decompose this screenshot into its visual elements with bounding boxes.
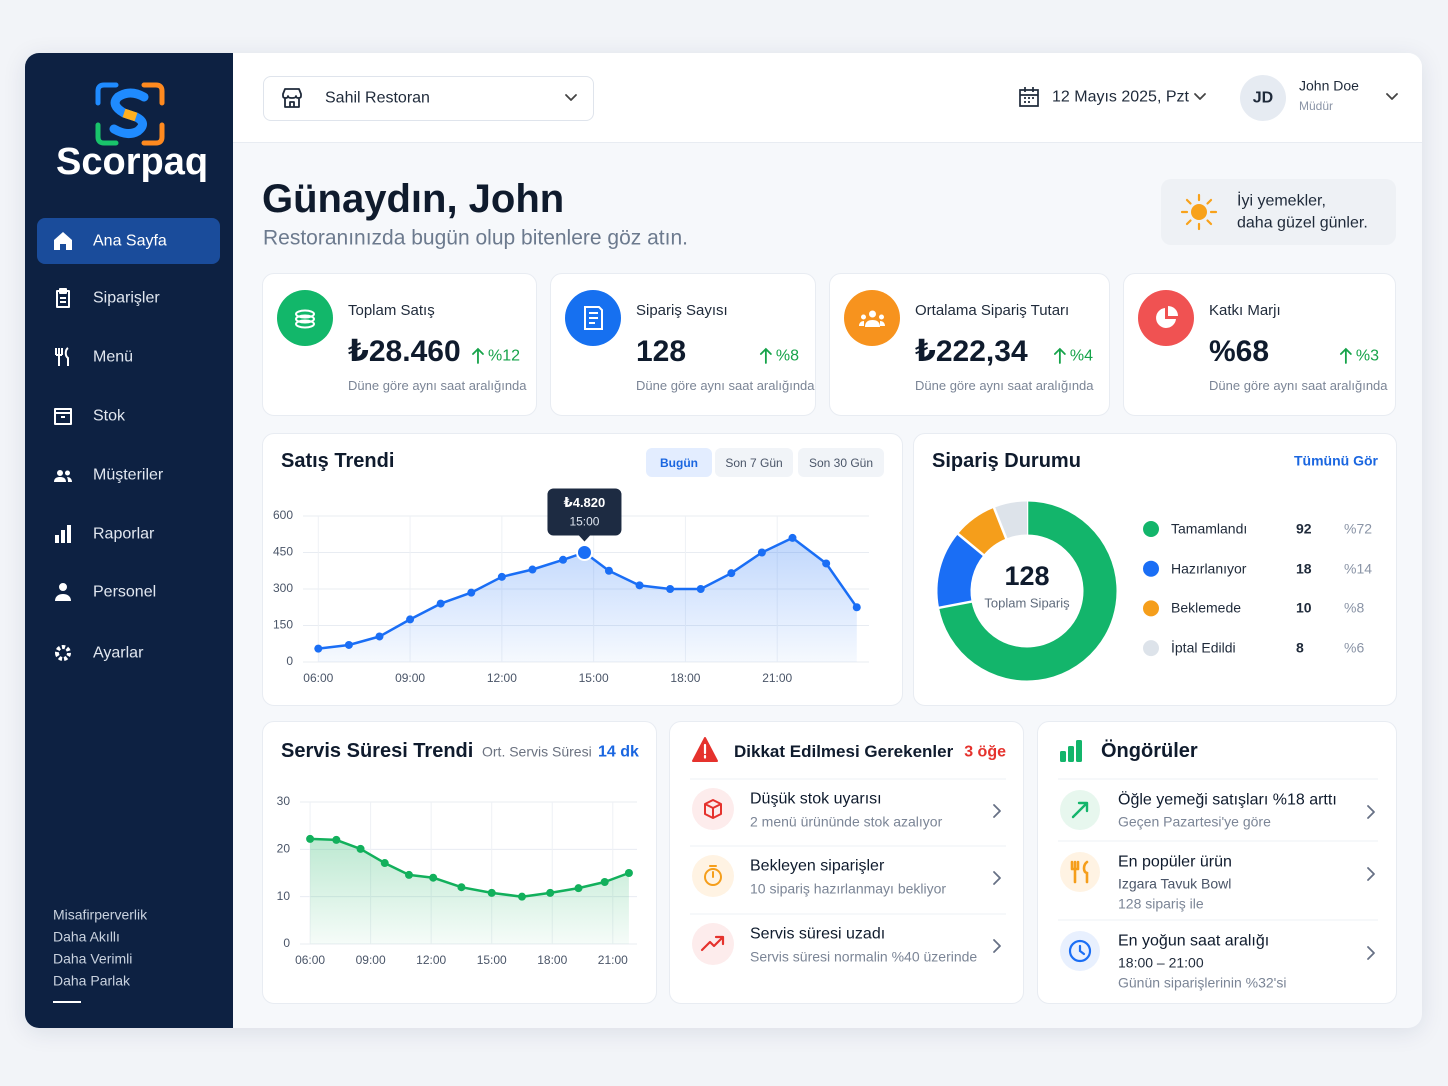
tab-label[interactable]: Son 7 Gün: [725, 455, 783, 470]
kpi-value: ₺222,34: [915, 335, 1028, 368]
tab-label[interactable]: Son 30 Gün: [808, 455, 874, 470]
kpi-value: 128: [636, 335, 687, 368]
alert-subtitle: Servis süresi normalin %40 üzerinde: [750, 948, 978, 965]
tagline: Misafirperverlik: [53, 906, 148, 923]
legend-percent: %6: [1344, 639, 1365, 656]
insight-line: Günün siparişlerinin %32'si: [1118, 974, 1287, 991]
motto: İyi yemekler,: [1237, 192, 1326, 210]
kpi-note: Düne göre aynı saat aralığında: [1209, 378, 1388, 394]
insight-line: Izgara Tavuk Bowl: [1118, 875, 1232, 892]
greeting-subtitle: Restoranınızda bugün olup bitenlere göz …: [263, 226, 688, 250]
kpi-change: %4: [1069, 347, 1093, 365]
kpi-value: ₺28.460: [348, 335, 461, 368]
brand: Scorpaq: [56, 141, 209, 184]
alert-title[interactable]: Servis süresi uzadı: [750, 925, 886, 943]
summary-value: 14 dk: [598, 743, 639, 761]
nav-item[interactable]: Raporlar: [93, 525, 155, 543]
kpi-note: Düne göre aynı saat aralığında: [348, 378, 527, 394]
nav-item[interactable]: Siparişler: [93, 289, 160, 307]
insight-title[interactable]: En yoğun saat aralığı: [1118, 932, 1270, 950]
user-role: Müdür: [1299, 98, 1334, 113]
alerts-count: 3 öğe: [964, 743, 1006, 761]
insight-title[interactable]: En popüler ürün: [1118, 853, 1232, 871]
motto-box: [1161, 179, 1396, 245]
tab-label[interactable]: Bugün: [660, 455, 698, 470]
tab[interactable]: [715, 448, 793, 477]
tab[interactable]: [646, 448, 712, 477]
card-title: Dikkat Edilmesi Gerekenler: [734, 741, 954, 761]
view-all-link[interactable]: Tümünü Gör: [1294, 452, 1378, 469]
nav-item[interactable]: Ana Sayfa: [93, 232, 167, 250]
alert-title[interactable]: Düşük stok uyarısı: [750, 790, 882, 808]
legend-count: 8: [1296, 639, 1304, 656]
alert-subtitle: 2 menü ürününde stok azalıyor: [750, 813, 943, 830]
legend-count: 92: [1296, 520, 1312, 537]
kpi-note: Düne göre aynı saat aralığında: [915, 378, 1094, 394]
kpi-note: Düne göre aynı saat aralığında: [636, 378, 815, 394]
kpi-value: %68: [1209, 335, 1270, 368]
order-status-card: [913, 433, 1397, 706]
kpi-title: Toplam Satış: [348, 302, 435, 319]
kpi-title: Sipariş Sayısı: [636, 302, 728, 319]
legend-percent: %72: [1344, 520, 1373, 537]
insight-title[interactable]: Öğle yemeği satışları %18 arttı: [1118, 791, 1337, 809]
nav-item[interactable]: Menü: [93, 348, 134, 366]
card-title: Servis Süresi Trendi: [281, 740, 474, 762]
avatar-initials: JD: [1252, 89, 1274, 107]
service-trend-card: [262, 721, 657, 1004]
motto: daha güzel günler.: [1237, 214, 1368, 232]
tagline: Daha Verimli: [53, 950, 133, 967]
legend-label: İptal Edildi: [1171, 639, 1236, 656]
alert-title[interactable]: Bekleyen siparişler: [750, 857, 885, 875]
kpi-title: Ortalama Sipariş Tutarı: [915, 302, 1070, 319]
restaurant-name[interactable]: Sahil Restoran: [325, 89, 430, 107]
restaurant-select[interactable]: [263, 76, 594, 121]
nav-item[interactable]: Ayarlar: [93, 644, 144, 662]
legend-percent: %8: [1344, 599, 1365, 616]
date[interactable]: 12 Mayıs 2025, Pzt: [1052, 88, 1189, 106]
legend-label: Tamamlandı: [1171, 520, 1248, 537]
alert-subtitle: 10 sipariş hazırlanmayı bekliyor: [750, 880, 947, 897]
insight-line: 128 sipariş ile: [1118, 895, 1204, 912]
legend-count: 18: [1296, 560, 1312, 577]
summary-label: Ort. Servis Süresi: [482, 743, 592, 760]
nav-item[interactable]: Müşteriler: [93, 466, 164, 484]
user-name: John Doe: [1299, 77, 1359, 94]
insight-line: 18:00 – 21:00: [1118, 954, 1204, 971]
tagline: Daha Akıllı: [53, 928, 120, 945]
legend-label: Beklemede: [1171, 599, 1242, 616]
legend-count: 10: [1296, 599, 1312, 616]
tab[interactable]: [798, 448, 884, 477]
legend-percent: %14: [1344, 560, 1373, 577]
kpi-change: %8: [775, 347, 799, 365]
card-title: Sipariş Durumu: [932, 450, 1081, 472]
insight-line: Geçen Pazartesi'ye göre: [1118, 813, 1271, 830]
legend-label: Hazırlanıyor: [1171, 560, 1247, 577]
kpi-change: %12: [487, 347, 520, 365]
kpi-title: Katkı Marjı: [1209, 302, 1281, 319]
greeting-title: Günaydın, John: [262, 177, 565, 221]
nav-item[interactable]: Stok: [93, 407, 126, 425]
nav-item[interactable]: Personel: [93, 583, 157, 601]
kpi-change: %3: [1355, 347, 1379, 365]
card-title: Öngörüler: [1101, 740, 1198, 762]
tagline: Daha Parlak: [53, 972, 131, 989]
card-title: Satış Trendi: [281, 450, 395, 472]
